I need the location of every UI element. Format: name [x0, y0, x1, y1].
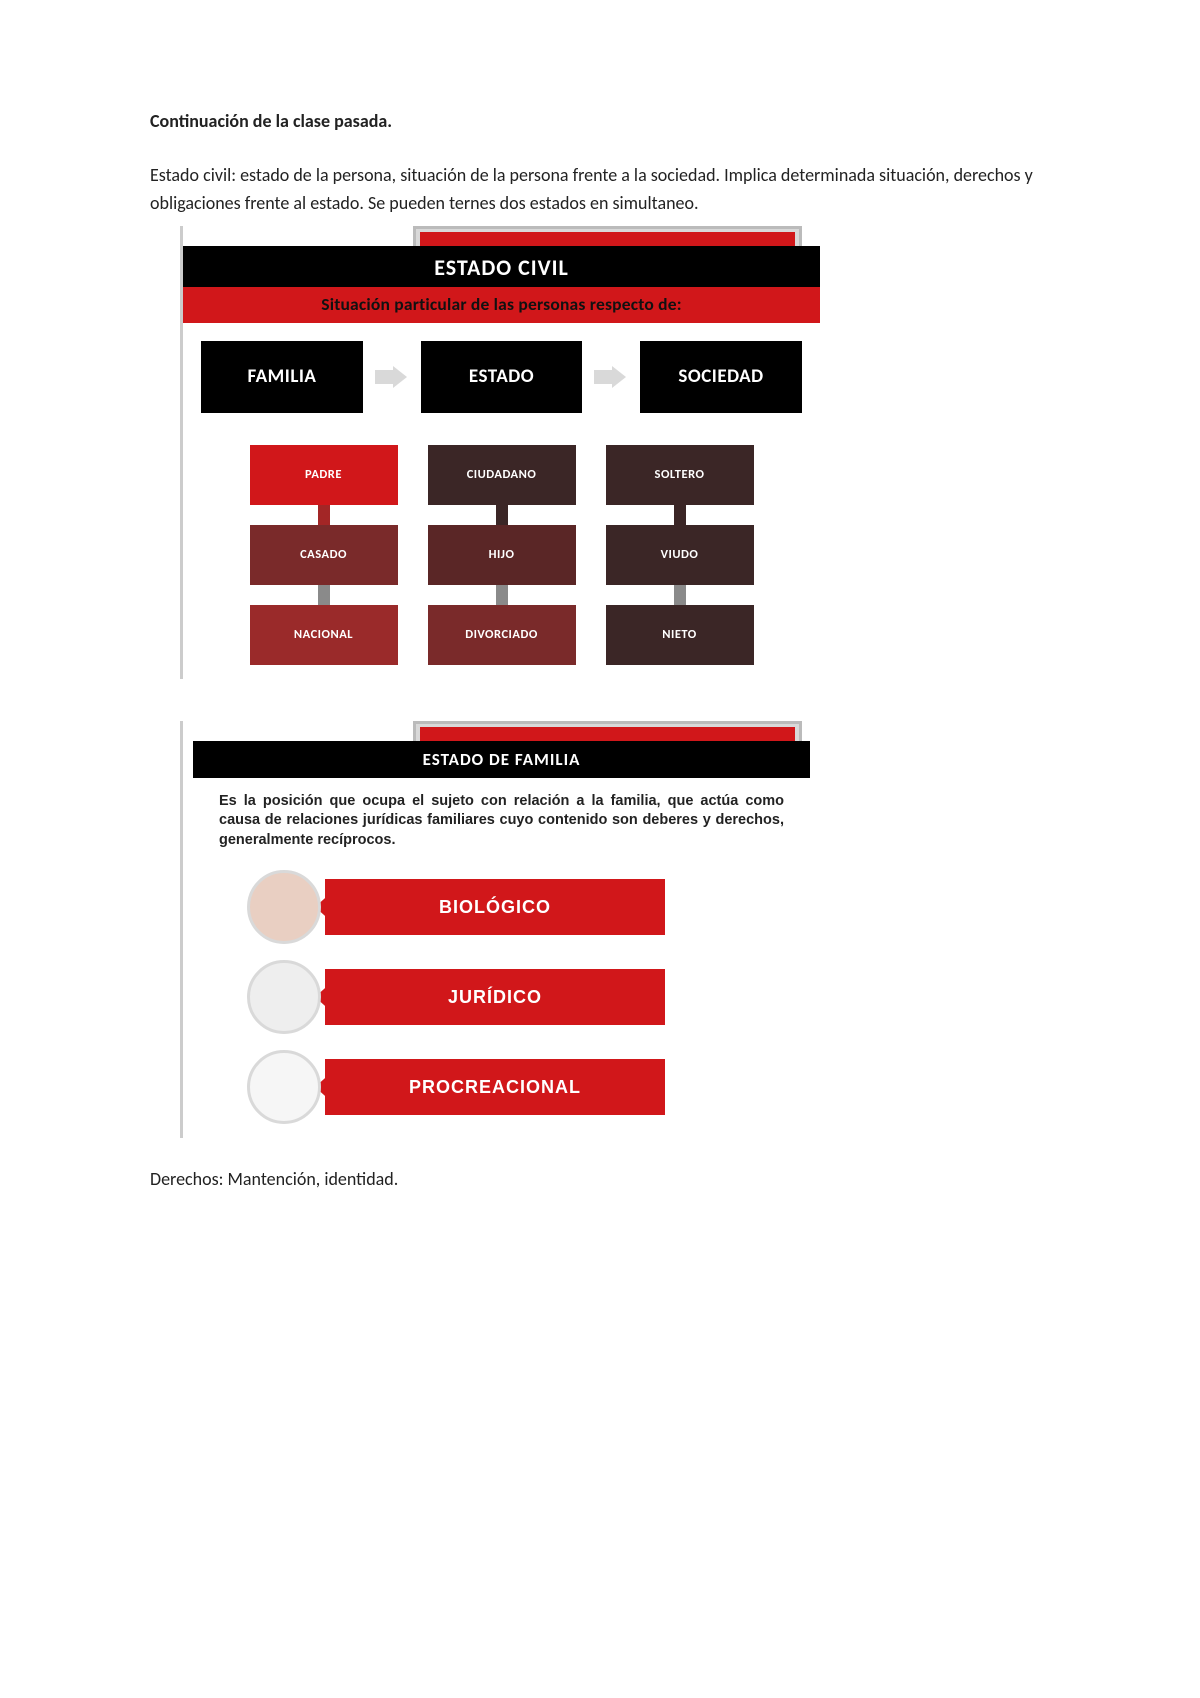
footer-line: Derechos: Mantención, identidad. — [150, 1168, 1050, 1190]
diagram1-subtitle: Situación particular de las personas res… — [183, 287, 820, 323]
pill-image-icon — [247, 960, 321, 1034]
cell-padre: PADRE — [250, 445, 398, 505]
node-familia: FAMILIA — [201, 341, 363, 413]
pill-jurídico: JURÍDICO — [247, 960, 820, 1034]
footer-label: Derechos: — [150, 1168, 223, 1190]
estado-de-familia-diagram: ESTADO DE FAMILIA Es la posición que ocu… — [180, 721, 820, 1139]
pill-procreacional: PROCREACIONAL — [247, 1050, 820, 1124]
footer-value: Mantención, identidad. — [228, 1168, 399, 1190]
cell-viudo: VIUDO — [606, 525, 754, 585]
pill-label: PROCREACIONAL — [325, 1059, 665, 1115]
diagram1-top-row: FAMILIA ESTADO SOCIEDAD — [183, 341, 820, 413]
arrow-right-icon — [375, 366, 409, 388]
cell-divorciado: DIVORCIADO — [428, 605, 576, 665]
cell-hijo: HIJO — [428, 525, 576, 585]
diagram1-grid: PADRE CIUDADANO SOLTERO CASADO HIJO VIUDO NACI… — [250, 445, 754, 665]
cell-nacional: NACIONAL — [250, 605, 398, 665]
pill-image-icon — [247, 1050, 321, 1124]
slide-top-accent — [413, 721, 802, 741]
diagram2-paragraph: Es la posición que ocupa el sujeto con r… — [183, 778, 820, 855]
cell-casado: CASADO — [250, 525, 398, 585]
pill-image-icon — [247, 870, 321, 944]
node-sociedad: SOCIEDAD — [640, 341, 802, 413]
diagram2-title: ESTADO DE FAMILIA — [193, 741, 810, 778]
cell-nieto: NIETO — [606, 605, 754, 665]
node-estado: ESTADO — [421, 341, 583, 413]
cell-soltero: SOLTERO — [606, 445, 754, 505]
intro-title: Continuación de la clase pasada. — [150, 110, 1050, 132]
diagram2-list: BIOLÓGICO JURÍDICO PROCREACIONAL — [183, 870, 820, 1124]
pill-biológico: BIOLÓGICO — [247, 870, 820, 944]
diagram1-title: ESTADO CIVIL — [183, 246, 820, 287]
arrow-right-icon — [594, 366, 628, 388]
slide-top-accent — [413, 226, 802, 246]
intro-paragraph: Estado civil: estado de la persona, situ… — [150, 162, 1050, 218]
pill-label: BIOLÓGICO — [325, 879, 665, 935]
estado-civil-diagram: ESTADO CIVIL Situación particular de las… — [180, 226, 820, 679]
cell-ciudadano: CIUDADANO — [428, 445, 576, 505]
pill-label: JURÍDICO — [325, 969, 665, 1025]
